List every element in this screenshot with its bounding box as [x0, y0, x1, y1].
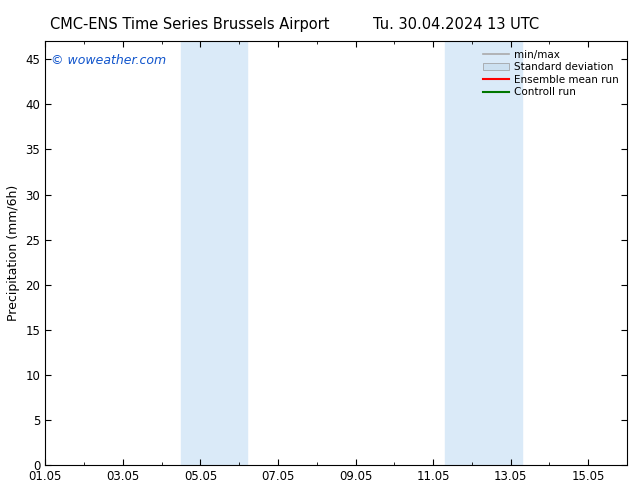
Legend: min/max, Standard deviation, Ensemble mean run, Controll run: min/max, Standard deviation, Ensemble me… — [479, 47, 622, 100]
Text: © woweather.com: © woweather.com — [51, 54, 166, 67]
Text: CMC-ENS Time Series Brussels Airport: CMC-ENS Time Series Brussels Airport — [51, 17, 330, 32]
Y-axis label: Precipitation (mm/6h): Precipitation (mm/6h) — [7, 185, 20, 321]
Text: Tu. 30.04.2024 13 UTC: Tu. 30.04.2024 13 UTC — [373, 17, 540, 32]
Bar — [445, 41, 522, 465]
Bar — [181, 41, 247, 465]
